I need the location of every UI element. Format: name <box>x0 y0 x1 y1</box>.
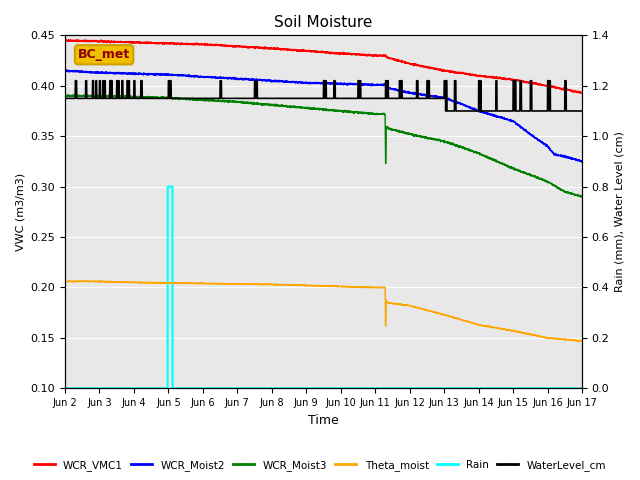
Text: BC_met: BC_met <box>78 48 130 61</box>
Legend: WCR_VMC1, WCR_Moist2, WCR_Moist3, Theta_moist, Rain, WaterLevel_cm: WCR_VMC1, WCR_Moist2, WCR_Moist3, Theta_… <box>29 456 611 475</box>
Title: Soil Moisture: Soil Moisture <box>275 15 372 30</box>
X-axis label: Time: Time <box>308 414 339 427</box>
Y-axis label: VWC (m3/m3): VWC (m3/m3) <box>15 173 25 251</box>
Y-axis label: Rain (mm), Water Level (cm): Rain (mm), Water Level (cm) <box>615 132 625 292</box>
